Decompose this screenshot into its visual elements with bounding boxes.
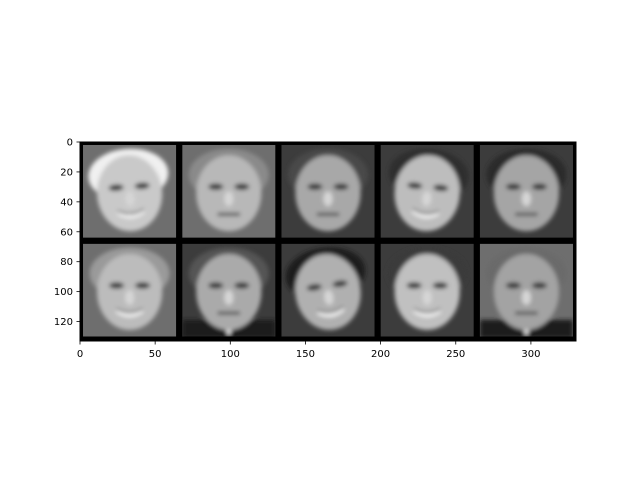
- x-tick-label: 150: [296, 349, 315, 360]
- axes-frame: [79, 141, 577, 342]
- face-tile: [479, 144, 573, 238]
- face-tile: [182, 243, 276, 337]
- y-tick-label: 40: [60, 197, 73, 208]
- x-tick-label: 50: [149, 349, 162, 360]
- x-tick-label: 200: [371, 349, 390, 360]
- face-tile: [380, 144, 474, 238]
- face-tile: [281, 243, 375, 337]
- y-tick-label: 100: [54, 287, 73, 298]
- image-montage: [80, 142, 576, 341]
- y-axis-ticks: 0 20 40 60 80 100 120: [54, 138, 80, 328]
- face-tile: [281, 144, 375, 238]
- x-tick-label: 250: [446, 349, 465, 360]
- y-tick-label: 0: [67, 138, 73, 149]
- face-tile: [83, 243, 177, 337]
- x-tick-label: 300: [521, 349, 540, 360]
- face-tile: [182, 144, 276, 238]
- face-tile: [479, 243, 573, 337]
- y-tick-label: 120: [54, 317, 73, 328]
- x-tick-label: 0: [77, 349, 83, 360]
- x-tick-label: 100: [221, 349, 240, 360]
- x-axis-ticks: 0 50 100 150 200 250 300: [77, 341, 540, 360]
- face-tile: [380, 243, 474, 337]
- y-tick-label: 80: [60, 257, 73, 268]
- y-tick-label: 20: [60, 167, 73, 178]
- face-tile: [83, 144, 177, 238]
- y-tick-label: 60: [60, 227, 73, 238]
